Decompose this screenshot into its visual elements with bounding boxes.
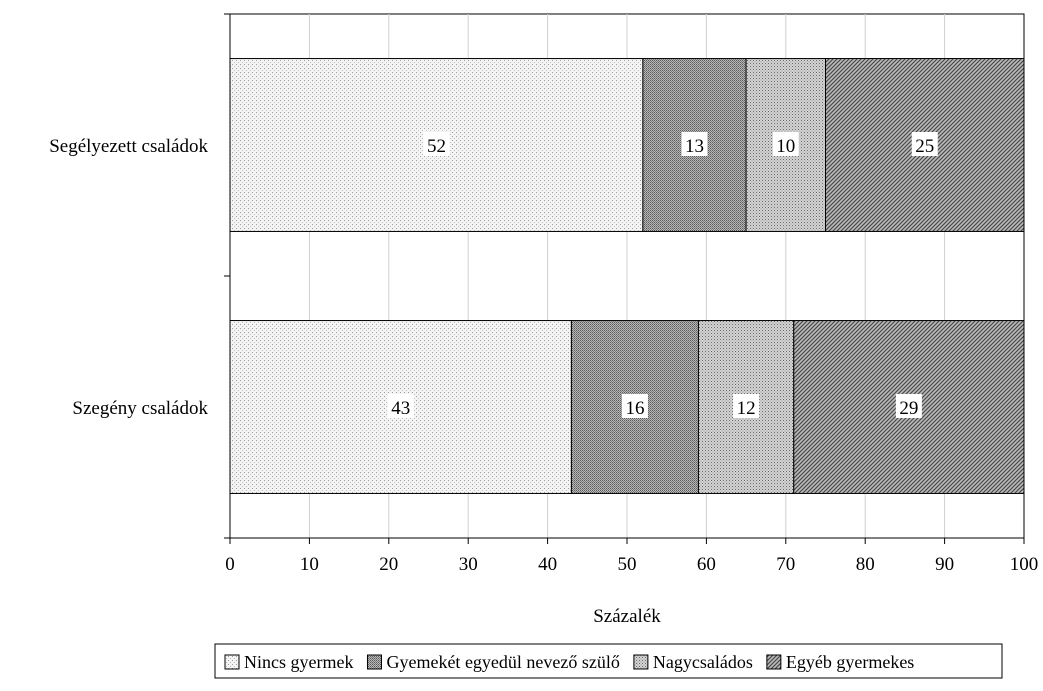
x-tick-label: 100 [1010, 554, 1039, 575]
legend-frame [214, 643, 1003, 679]
legend-label: Egyéb gyermekes [786, 652, 914, 672]
axes: Segélyezett családok Szegény családok 0 10 2… [49, 13, 1039, 575]
x-tick-label: 70 [776, 554, 795, 575]
legend-swatch [224, 654, 240, 670]
x-tick-label: 30 [459, 554, 478, 575]
legend-label: Nagycsaládos [653, 652, 753, 672]
data-label: 25 [915, 136, 934, 157]
data-label-background [733, 394, 760, 418]
legend-label: Gyemekét egyedül nevező szülő [386, 652, 619, 672]
data-label-background [911, 132, 938, 156]
data-label-background [621, 394, 648, 418]
data-label-background [681, 132, 708, 156]
category-label: Segélyezett családok [49, 136, 208, 157]
data-label: 10 [776, 136, 795, 157]
category-label: Szegény családok [72, 398, 208, 419]
data-label: 16 [625, 398, 644, 419]
x-tick-label: 80 [856, 554, 875, 575]
data-labels: 52 13 10 25 43 16 12 29 [387, 132, 938, 419]
x-axis-title: Százalék [593, 606, 661, 627]
legend-swatch [766, 654, 782, 670]
legend-label: Nincs gyermek [244, 652, 353, 672]
x-tick-label: 90 [935, 554, 954, 575]
data-label-background [772, 132, 799, 156]
x-tick-label: 50 [618, 554, 637, 575]
data-label: 29 [899, 398, 918, 419]
data-label: 12 [737, 398, 756, 419]
x-tick-label: 0 [225, 554, 235, 575]
x-tick-label: 20 [379, 554, 398, 575]
data-label: 52 [427, 136, 446, 157]
x-tick-label: 60 [697, 554, 716, 575]
x-tick-label: 10 [300, 554, 319, 575]
data-label-background [387, 394, 414, 418]
legend-swatch [366, 654, 382, 670]
legend-swatch [633, 654, 649, 670]
data-label: 13 [685, 136, 704, 157]
data-label-background [423, 132, 450, 156]
data-label: 43 [391, 398, 410, 419]
legend: Nincs gyermek Gyemekét egyedül nevező szü… [214, 643, 1003, 679]
data-label-background [895, 394, 922, 418]
x-tick-label: 40 [538, 554, 557, 575]
